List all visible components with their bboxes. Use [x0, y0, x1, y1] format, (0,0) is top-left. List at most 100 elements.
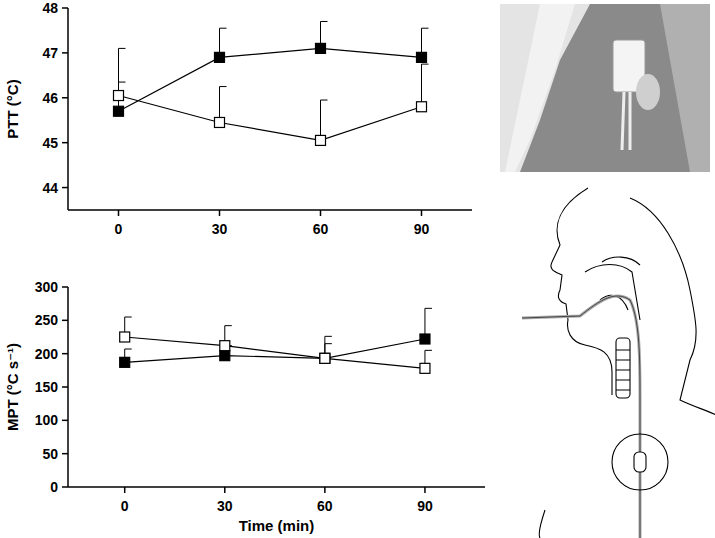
error-bar: [119, 48, 126, 95]
series-line: [125, 337, 425, 368]
x-tick-label: 30: [212, 221, 228, 237]
diagram: [522, 188, 715, 538]
y-axis-label: PTT (°C): [4, 79, 21, 138]
x-tick: [219, 210, 221, 216]
probe-highlight: [612, 434, 668, 490]
trachea: [616, 338, 630, 398]
point: [215, 117, 225, 127]
error-stem: [421, 64, 422, 107]
x-tick: [224, 487, 226, 493]
series-line: [119, 48, 422, 111]
x-tick-label: 30: [217, 498, 233, 514]
nasal-cavity: [585, 265, 640, 321]
point: [417, 52, 427, 62]
point: [114, 106, 124, 116]
error-cap: [325, 336, 332, 337]
x-tick: [118, 210, 120, 216]
photo-bg: [500, 4, 710, 172]
x-axis-label: Time (min): [239, 517, 315, 534]
x-tick-label: 90: [414, 221, 430, 237]
chart-1: 0 50 100 150 200 250 300 0 30 60 90 MPT (°C s⁻¹) Tim…: [4, 279, 485, 534]
photo-skin: [660, 4, 710, 172]
error-cap: [422, 64, 429, 65]
x-tick: [320, 210, 322, 216]
point: [420, 363, 430, 373]
plot-area: [114, 21, 429, 145]
error-cap: [425, 350, 432, 351]
point: [120, 357, 130, 367]
point: [114, 91, 124, 101]
y-tick-label: 100: [35, 412, 59, 428]
error-stem: [118, 48, 119, 95]
probe-sensor: [634, 452, 646, 472]
head-back: [630, 198, 715, 422]
y-tick-label: 50: [42, 446, 58, 462]
x-tick: [324, 487, 326, 493]
y-axis: [67, 8, 69, 210]
y-tick-label: 48: [42, 0, 58, 16]
y-tick: [62, 286, 68, 288]
y-tick: [62, 420, 68, 422]
y-tick-label: 200: [35, 346, 59, 362]
x-tick-label: 90: [417, 498, 433, 514]
error-cap: [125, 317, 132, 318]
x-tick-label: 0: [115, 221, 123, 237]
photo-cable: [622, 92, 630, 150]
error-cap: [119, 82, 126, 83]
error-stem: [320, 100, 321, 140]
y-tick: [62, 187, 68, 189]
shoulder: [539, 510, 545, 538]
y-tick: [62, 320, 68, 322]
point: [316, 135, 326, 145]
series-line: [125, 339, 425, 362]
series-line: [119, 96, 422, 141]
error-cap: [225, 325, 232, 326]
error-bar: [321, 100, 328, 140]
probe-tube-edge: [522, 296, 640, 538]
point: [215, 52, 225, 62]
y-tick-label: 250: [35, 312, 59, 328]
photo: [500, 4, 710, 172]
y-tick-label: 0: [50, 479, 58, 495]
x-tick: [421, 210, 423, 216]
x-tick: [424, 487, 426, 493]
x-axis: [68, 209, 472, 211]
point: [120, 332, 130, 342]
error-cap: [425, 308, 432, 309]
error-cap: [422, 28, 429, 29]
y-tick-label: 46: [42, 90, 58, 106]
error-bar: [422, 64, 429, 107]
point: [320, 353, 330, 363]
chart-0: 44454647480306090PTT (°C): [4, 0, 472, 237]
y-axis-label: MPT (°C s⁻¹): [4, 343, 21, 431]
point: [320, 353, 330, 363]
y-tick: [62, 97, 68, 99]
x-axis: [68, 486, 485, 488]
point: [417, 102, 427, 112]
y-tick: [62, 386, 68, 388]
y-tick-label: 150: [35, 379, 59, 395]
y-tick: [62, 52, 68, 54]
x-tick-label: 60: [317, 498, 333, 514]
x-tick: [124, 487, 126, 493]
photo-cloth: [500, 4, 590, 172]
error-cap: [119, 48, 126, 49]
error-cap: [220, 28, 227, 29]
x-tick-label: 60: [313, 221, 329, 237]
palate: [602, 257, 640, 265]
y-tick-label: 44: [42, 180, 58, 196]
photo-finger: [636, 74, 660, 110]
photo-cloth: [505, 4, 575, 172]
point: [316, 43, 326, 53]
plot-area: [120, 308, 432, 373]
x-tick-label: 0: [121, 498, 129, 514]
y-tick: [62, 353, 68, 355]
y-tick: [62, 453, 68, 455]
y-tick-label: 45: [42, 135, 58, 151]
y-tick: [62, 7, 68, 9]
y-tick-label: 300: [35, 279, 59, 295]
error-cap: [125, 349, 132, 350]
point: [220, 351, 230, 361]
face-outline: [551, 188, 612, 395]
point: [420, 334, 430, 344]
